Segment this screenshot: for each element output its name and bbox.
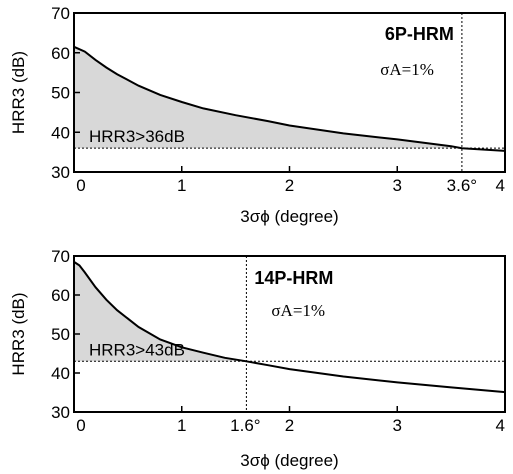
- x-axis-label: 3σϕ (degree): [240, 451, 338, 470]
- x-axis-ticks: 0 1 2 3 4: [73, 406, 506, 435]
- crossing-label: 1.6°: [230, 416, 260, 435]
- y-tick-label: 70: [51, 4, 70, 23]
- chart-panel-14p-hrm: 30 40 50 60 70 0 1 2 3 4 14P-HRM σA=1% HRR3>43dB…: [9, 247, 506, 470]
- x-tick-label: 3: [393, 416, 402, 435]
- chart-subtitle: σA=1%: [271, 301, 325, 320]
- threshold-label: HRR3>36dB: [89, 127, 185, 146]
- shaded-area-above-threshold: [74, 46, 462, 149]
- x-tick-label: 1: [177, 176, 186, 195]
- x-axis-label: 3σϕ (degree): [240, 207, 338, 226]
- plot-frame: [73, 12, 506, 173]
- y-tick-label: 60: [51, 44, 70, 63]
- crossing-label: 3.6°: [447, 176, 477, 195]
- chart-subtitle: σA=1%: [380, 60, 434, 79]
- y-tick-label: 50: [51, 84, 70, 103]
- chart-title: 6P-HRM: [385, 24, 454, 44]
- y-axis-ticks: 30 40 50 60 70: [51, 4, 80, 182]
- x-tick-label: 3: [393, 176, 402, 195]
- y-tick-label: 40: [51, 364, 70, 383]
- x-tick-label: 0: [76, 416, 85, 435]
- y-tick-label: 30: [51, 163, 70, 182]
- hrr3-curve: [73, 261, 506, 394]
- x-tick-label: 4: [496, 416, 505, 435]
- x-tick-label: 0: [76, 176, 85, 195]
- chart-title: 14P-HRM: [254, 268, 333, 288]
- x-axis-ticks: 0 1 2 3 4: [73, 166, 506, 195]
- y-tick-label: 30: [51, 403, 70, 422]
- y-tick-label: 60: [51, 286, 70, 305]
- y-tick-label: 40: [51, 123, 70, 142]
- y-axis-label: HRR3 (dB): [9, 292, 28, 375]
- hrr3-curve: [73, 45, 506, 152]
- threshold-label: HRR3>43dB: [89, 340, 185, 359]
- x-tick-label: 1: [177, 416, 186, 435]
- x-tick-label: 4: [496, 176, 505, 195]
- x-tick-label: 2: [285, 176, 294, 195]
- y-tick-label: 50: [51, 325, 70, 344]
- y-tick-label: 70: [51, 247, 70, 266]
- plot-frame: [73, 255, 506, 413]
- shaded-area-above-threshold: [74, 261, 247, 362]
- y-axis-label: HRR3 (dB): [9, 51, 28, 134]
- x-tick-label: 2: [285, 416, 294, 435]
